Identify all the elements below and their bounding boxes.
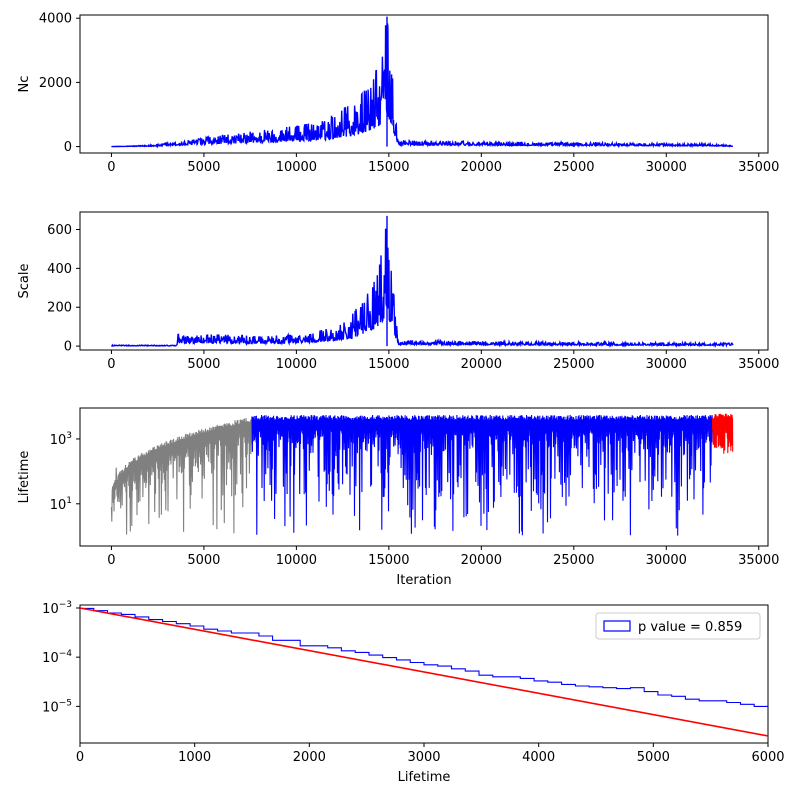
x-tick-label: 15000 — [368, 160, 409, 175]
exponential-fit-line — [80, 607, 768, 737]
series-line-tail — [711, 413, 734, 454]
x-tick-label: 35000 — [738, 357, 779, 372]
y-tick-label: 10−4 — [42, 649, 72, 666]
x-tick-label: 5000 — [187, 553, 220, 568]
x-tick-label: 25000 — [553, 553, 594, 568]
y-axis-label: Lifetime — [17, 451, 32, 504]
scale-panel: 0 5000 10000 15000 20000 25000 30000 35000 0 200 4… — [17, 211, 779, 372]
y-tick-label: 103 — [50, 431, 72, 448]
y-axis-label: Nc — [17, 76, 32, 93]
y-axis-label: Scale — [17, 264, 32, 299]
plot-frame — [79, 14, 769, 154]
y-tick-label: 400 — [47, 262, 72, 277]
x-tick-label: 5000 — [187, 357, 220, 372]
nc-panel: 0 5000 10000 15000 20000 25000 30000 35000 0 2000… — [17, 12, 779, 175]
y-tick-label: 200 — [47, 301, 72, 316]
x-tick-label: 30000 — [646, 357, 687, 372]
x-tick-label: 10000 — [276, 160, 317, 175]
x-axis-label: Lifetime — [398, 770, 451, 785]
series-line-burn-in — [110, 416, 253, 535]
x-tick-label: 3000 — [407, 750, 440, 765]
x-tick-label: 1000 — [178, 750, 211, 765]
x-tick-label: 35000 — [738, 160, 779, 175]
histogram-steps — [80, 607, 768, 707]
x-tick-label: 20000 — [461, 357, 502, 372]
x-tick-label: 10000 — [276, 357, 317, 372]
y-tick-label: 101 — [50, 496, 72, 513]
y-tick-label: 0 — [64, 340, 72, 355]
x-tick-label: 30000 — [646, 160, 687, 175]
x-tick-label: 2000 — [293, 750, 326, 765]
y-tick-label: 10−5 — [42, 698, 72, 715]
series-line-sampling — [251, 414, 714, 536]
x-tick-label: 5000 — [187, 160, 220, 175]
x-tick-label: 0 — [76, 750, 84, 765]
x-tick-label: 25000 — [553, 160, 594, 175]
series-line — [111, 16, 733, 149]
y-tick-label: 0 — [64, 140, 72, 155]
x-tick-label: 20000 — [461, 160, 502, 175]
x-tick-label: 4000 — [522, 750, 555, 765]
y-tick-label: 2000 — [39, 76, 72, 91]
x-tick-label: 0 — [107, 160, 115, 175]
legend-swatch — [603, 620, 631, 632]
x-tick-label: 15000 — [368, 357, 409, 372]
x-tick-label: 30000 — [646, 553, 687, 568]
lifetime-trace-panel: 0 5000 10000 15000 20000 25000 30000 35000 101 10… — [17, 407, 779, 588]
x-tick-label: 0 — [107, 357, 115, 372]
x-tick-label: 35000 — [738, 553, 779, 568]
lifetime-histogram-panel: p value = 0.859 0 1000 2000 3000 4000 5000 6000… — [42, 600, 784, 785]
legend-box — [595, 612, 761, 640]
x-tick-label: 6000 — [751, 750, 784, 765]
x-axis-label: Iteration — [396, 573, 451, 588]
y-tick-label: 10−3 — [42, 600, 72, 617]
x-tick-label: 15000 — [368, 553, 409, 568]
legend: p value = 0.859 — [595, 612, 761, 640]
x-tick-label: 5000 — [637, 750, 670, 765]
plot-frame — [79, 211, 769, 351]
series-line — [110, 215, 734, 349]
plot-frame — [79, 407, 769, 547]
x-tick-label: 10000 — [276, 553, 317, 568]
y-tick-label: 600 — [47, 223, 72, 238]
x-tick-label: 0 — [107, 553, 115, 568]
y-tick-label: 4000 — [39, 12, 72, 27]
x-tick-label: 25000 — [553, 357, 594, 372]
x-tick-label: 20000 — [461, 553, 502, 568]
legend-label: p value = 0.859 — [638, 620, 742, 635]
